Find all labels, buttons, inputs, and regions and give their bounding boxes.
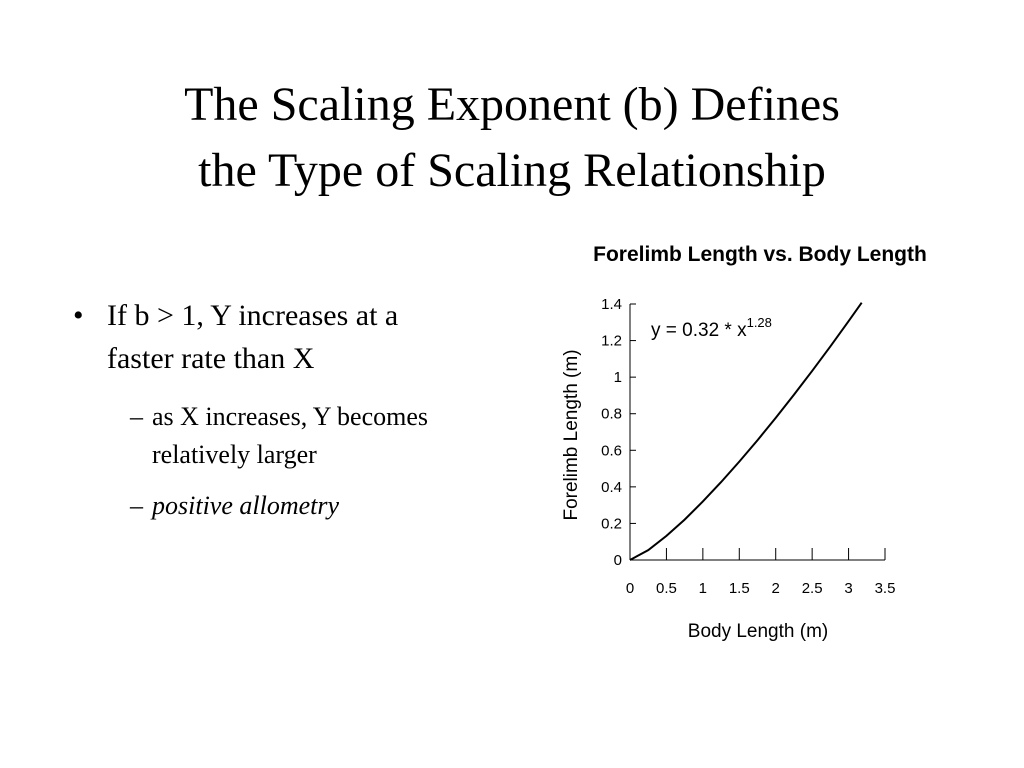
- bullet-text: If b > 1, Y increases at a: [107, 299, 398, 332]
- sub-bullet-marker: –: [129, 491, 144, 520]
- annotation: y = 0.32 * x1.28: [651, 315, 772, 341]
- annotation-superscript: 1.28: [747, 315, 772, 330]
- y-tick-label: 1.2: [601, 333, 622, 350]
- x-tick-label: 2.5: [802, 580, 823, 597]
- data-line: [629, 302, 863, 561]
- x-tick-label: 0.5: [656, 580, 677, 597]
- bullet-text: faster rate than X: [107, 342, 315, 375]
- sub-bullet-text: as X increases, Y becomes: [152, 402, 428, 431]
- slide-title: The Scaling Exponent (b) Defines: [184, 78, 840, 131]
- y-tick-label: 0.6: [601, 442, 622, 459]
- chart-title: Forelimb Length vs. Body Length: [593, 243, 927, 266]
- x-tick-label: 1.5: [729, 580, 750, 597]
- y-tick-label: 0: [614, 552, 622, 569]
- x-tick-label: 3.5: [875, 580, 896, 597]
- x-tick-label: 2: [772, 580, 780, 597]
- x-axis-label: Body Length (m): [688, 621, 828, 642]
- sub-bullet-text: relatively larger: [152, 440, 317, 469]
- sub-bullet-marker: –: [129, 402, 144, 431]
- y-tick-label: 0.4: [601, 479, 622, 496]
- bullet-marker: •: [73, 299, 84, 332]
- x-tick-label: 1: [699, 580, 707, 597]
- y-axis-label: Forelimb Length (m): [561, 349, 582, 520]
- x-tick-label: 0: [626, 580, 634, 597]
- sub-bullet-text: positive allometry: [150, 491, 339, 520]
- slide-title: the Type of Scaling Relationship: [198, 144, 826, 197]
- y-tick-label: 0.8: [601, 406, 622, 423]
- annotation-text: y = 0.32 * x: [651, 320, 747, 341]
- x-tick-label: 3: [844, 580, 852, 597]
- y-tick-label: 0.2: [601, 515, 622, 532]
- y-tick-label: 1.4: [601, 296, 622, 313]
- y-tick-label: 1: [614, 369, 622, 386]
